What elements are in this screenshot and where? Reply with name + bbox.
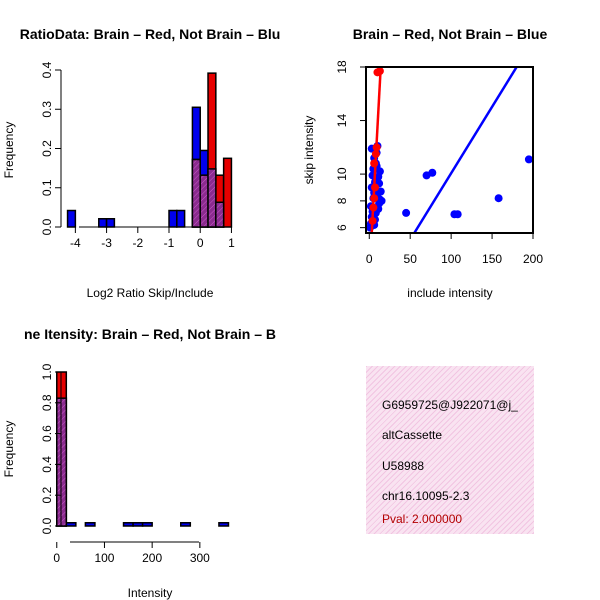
bar-notbrain-5 — [141, 522, 153, 527]
y-tick-label-4: 0.8 — [40, 394, 54, 411]
y-tick-label-2: 0.4 — [40, 456, 54, 473]
y-ticks: 6 8 10 14 18 — [335, 60, 366, 231]
x-tick-label-3: 300 — [190, 551, 210, 565]
x-ticks: -4 -3 -2 -1 0 1 — [70, 227, 235, 250]
plot-frame — [365, 66, 534, 234]
x-tick-label-4: 200 — [523, 252, 543, 266]
y-tick-label-0: 0.0 — [40, 218, 54, 235]
chart-title: Brain – Red, Not Brain – Blue — [353, 26, 548, 42]
x-tick-label-2: 200 — [142, 551, 162, 565]
bar-notbrain-2 — [105, 218, 116, 228]
y-tick-label-5: 1.0 — [40, 363, 54, 380]
bar-notbrain-1 — [98, 218, 108, 228]
y-tick-label-2: 10 — [335, 167, 349, 181]
event-info-panel: G6959725@J922071@j_ altCassette U58988 c… — [366, 366, 534, 534]
bar-notbrain-4 — [176, 209, 186, 228]
y-axis-label: skip intensity — [302, 116, 316, 185]
pval-text: Pval: 2.000000 — [382, 512, 463, 526]
gene-id: U58988 — [382, 459, 425, 473]
x-ticks: 0 100 200 300 — [53, 542, 210, 565]
y-tick-label-1: 0.1 — [40, 179, 54, 196]
bar-notbrain-4 — [132, 522, 144, 527]
x-tick-label-5: 1 — [228, 236, 235, 250]
x-tick-label-3: -1 — [164, 236, 175, 250]
y-tick-label-1: 0.2 — [40, 487, 54, 504]
y-tick-label-0: 6 — [335, 224, 349, 231]
y-tick-label-2: 0.2 — [40, 140, 54, 157]
intensity-scatter: Brain – Red, Not Brain – Blue 0 50 100 150 2… — [302, 26, 547, 300]
y-tick-label-0: 0.0 — [40, 517, 54, 534]
fit-line-brain — [370, 67, 382, 233]
bar-overlap-7 — [207, 168, 217, 228]
bar-overlap-0 — [56, 397, 68, 527]
bar-notbrain-2 — [84, 522, 96, 527]
x-ticks: 0 50 100 150 200 — [366, 233, 543, 266]
genomic-location: chr16.10095-2.3 — [382, 489, 470, 503]
point-notbrain-25 — [377, 196, 386, 205]
y-tick-label-3: 14 — [335, 114, 349, 128]
event-type: altCassette — [382, 428, 443, 442]
x-axis-label: Log2 Ratio Skip/Include — [87, 286, 214, 300]
x-tick-label-1: 50 — [404, 252, 418, 266]
x-tick-label-2: -2 — [132, 236, 143, 250]
chart-title: ne Itensity: Brain – Red, Not Brain – B — [24, 326, 276, 342]
point-notbrain-33 — [453, 210, 462, 219]
point-notbrain-31 — [428, 168, 437, 177]
bar-brain-4 — [222, 157, 233, 228]
x-axis-label: include intensity — [407, 286, 492, 300]
event-id: G6959725@J922071@j_ — [382, 398, 518, 412]
y-ticks: 0.0 0.2 0.4 0.6 0.8 1.0 — [40, 363, 61, 534]
bar-overlap-6 — [199, 174, 209, 228]
y-ticks: 0.0 0.1 0.2 0.3 0.4 — [40, 61, 61, 235]
x-tick-label-1: -3 — [101, 236, 112, 250]
fit-line-notbrain — [413, 67, 518, 233]
x-tick-label-1: 100 — [94, 551, 114, 565]
x-tick-label-4: 0 — [197, 236, 204, 250]
intensity-bars — [56, 371, 230, 527]
bar-overlap-5 — [191, 158, 201, 228]
ratio-histogram: RatioData: Brain – Red, Not Brain – Blu … — [2, 26, 280, 300]
x-tick-label-2: 100 — [441, 252, 461, 266]
ratio-bars — [66, 72, 233, 228]
bar-notbrain-7 — [218, 522, 230, 527]
bar-notbrain-6 — [180, 522, 192, 527]
bar-notbrain-1 — [65, 522, 77, 527]
bar-overlap-8 — [215, 201, 225, 228]
x-tick-label-3: 150 — [482, 252, 502, 266]
x-tick-label-0: 0 — [366, 252, 373, 266]
y-tick-label-1: 8 — [335, 197, 349, 204]
y-tick-label-4: 0.4 — [40, 61, 54, 78]
y-axis-label: Frequency — [2, 421, 16, 478]
x-axis-label: Intensity — [128, 586, 173, 600]
x-tick-label-0: -4 — [70, 236, 81, 250]
x-tick-label-0: 0 — [53, 551, 60, 565]
point-notbrain-35 — [524, 155, 533, 164]
point-notbrain-29 — [402, 208, 411, 217]
point-notbrain-20 — [376, 187, 385, 196]
chart-title: RatioData: Brain – Red, Not Brain – Blu — [20, 26, 281, 42]
y-axis-label: Frequency — [2, 122, 16, 179]
bar-notbrain-3 — [168, 209, 178, 228]
y-tick-label-3: 0.3 — [40, 101, 54, 118]
bar-notbrain-0 — [66, 209, 77, 228]
intensity-histogram: ne Itensity: Brain – Red, Not Brain – B … — [2, 326, 276, 600]
scatter-plot-area — [366, 67, 533, 233]
y-tick-label-4: 18 — [335, 60, 349, 74]
y-tick-label-3: 0.6 — [40, 425, 54, 442]
point-notbrain-34 — [494, 194, 503, 203]
bar-notbrain-3 — [122, 522, 134, 527]
